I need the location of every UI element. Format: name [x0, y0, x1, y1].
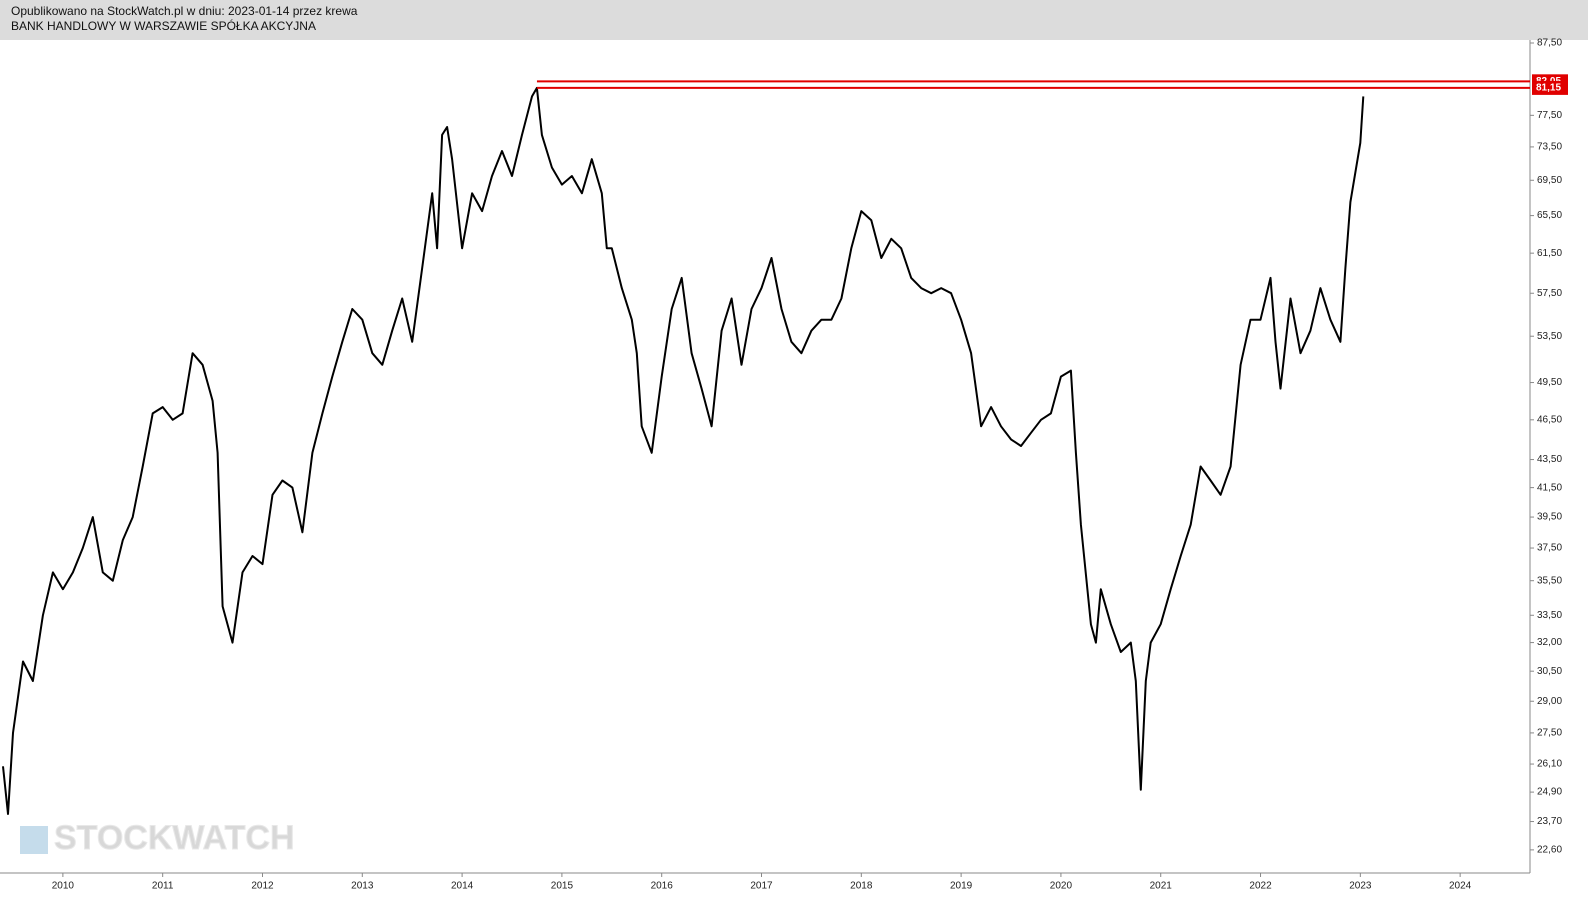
y-tick-label: 65,50 [1537, 210, 1562, 221]
y-tick-label: 27,50 [1537, 728, 1562, 739]
y-tick-label: 69,50 [1537, 175, 1562, 186]
y-tick-label: 32,00 [1537, 637, 1562, 648]
x-tick-label: 2020 [1050, 881, 1073, 892]
x-tick-label: 2022 [1249, 881, 1272, 892]
y-tick-label: 73,50 [1537, 142, 1562, 153]
y-tick-label: 26,10 [1537, 759, 1562, 770]
x-tick-label: 2019 [950, 881, 973, 892]
x-tick-label: 2011 [152, 881, 174, 892]
level-badge [1532, 80, 1568, 95]
y-tick-label: 29,00 [1537, 696, 1562, 707]
y-tick-label: 30,50 [1537, 666, 1562, 677]
logo-icon [20, 826, 48, 854]
y-tick-label: 23,70 [1537, 816, 1562, 827]
x-tick-label: 2014 [451, 881, 474, 892]
title: BANK HANDLOWY W WARSZAWIE SPÓŁKA AKCYJNA [11, 18, 316, 33]
y-tick-label: 39,50 [1537, 512, 1562, 523]
header-band [0, 0, 1588, 40]
x-tick-label: 2024 [1449, 881, 1472, 892]
watermark: STOCKWATCH [20, 818, 295, 857]
y-tick-label: 49,50 [1537, 377, 1562, 388]
x-tick-label: 2018 [850, 881, 873, 892]
y-tick-label: 24,90 [1537, 787, 1562, 798]
x-tick-label: 2017 [750, 881, 773, 892]
x-tick-label: 2015 [551, 881, 574, 892]
y-tick-label: 53,50 [1537, 331, 1562, 342]
x-tick-label: 2013 [351, 881, 374, 892]
x-tick-label: 2016 [651, 881, 674, 892]
y-tick-label: 37,50 [1537, 543, 1562, 554]
y-tick-label: 87,50 [1537, 38, 1562, 49]
y-tick-label: 46,50 [1537, 414, 1562, 425]
y-tick-label: 77,50 [1537, 110, 1562, 121]
subtitle: Opublikowano na StockWatch.pl w dniu: 20… [11, 4, 358, 18]
y-tick-label: 41,50 [1537, 482, 1562, 493]
x-tick-label: 2010 [52, 881, 75, 892]
price-line [2, 86, 1365, 815]
x-tick-label: 2012 [251, 881, 274, 892]
y-tick-label: 35,50 [1537, 575, 1562, 586]
y-tick-label: 33,50 [1537, 610, 1562, 621]
level-label: 81,15 [1536, 83, 1561, 94]
x-tick-label: 2023 [1349, 881, 1372, 892]
y-tick-label: 43,50 [1537, 454, 1562, 465]
y-tick-label: 61,50 [1537, 248, 1562, 259]
y-tick-label: 57,50 [1537, 288, 1562, 299]
watermark-text: STOCKWATCH [54, 819, 295, 857]
x-tick-label: 2021 [1150, 881, 1173, 892]
y-tick-label: 22,60 [1537, 845, 1562, 856]
